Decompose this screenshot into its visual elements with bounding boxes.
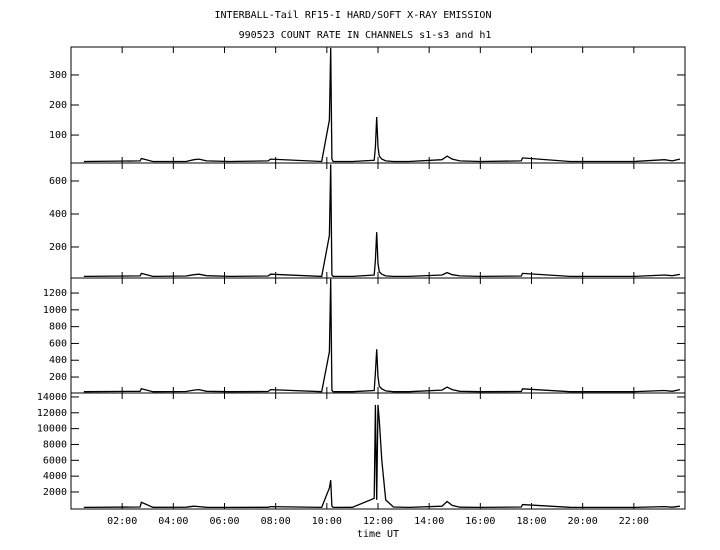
y-tick-label: 400 [49, 209, 67, 220]
x-tick-label: 18:00 [516, 516, 546, 527]
y-tick-label: 600 [49, 176, 67, 187]
y-tick-label: 6000 [43, 455, 67, 466]
y-tick-label: 200 [49, 372, 67, 383]
x-axis-label: time UT [357, 529, 399, 540]
y-tick-label: 100 [49, 130, 67, 141]
x-tick-label: 12:00 [363, 516, 393, 527]
y-tick-label: 300 [49, 70, 67, 81]
y-tick-label: 600 [49, 338, 67, 349]
chart-title: INTERBALL-Tail RF15-I HARD/SOFT X-RAY EM… [215, 10, 492, 21]
x-tick-label: 08:00 [261, 516, 291, 527]
x-tick-label: 16:00 [465, 516, 495, 527]
x-tick-label: 22:00 [619, 516, 649, 527]
data-line [83, 278, 681, 393]
y-tick-label: 400 [49, 355, 67, 366]
chart-subtitle: 990523 COUNT RATE IN CHANNELS s1-s3 and … [239, 30, 492, 41]
y-tick-label: 12000 [37, 408, 67, 419]
y-tick-label: 1200 [43, 288, 67, 299]
y-tick-label: 10000 [37, 424, 67, 435]
y-tick-label: 8000 [43, 439, 67, 450]
y-tick-label: 2000 [43, 487, 67, 498]
y-tick-label: 1000 [43, 305, 67, 316]
data-line [83, 47, 681, 163]
x-tick-label: 04:00 [158, 516, 188, 527]
x-tick-label: 10:00 [312, 516, 342, 527]
y-tick-label: 14000 [37, 392, 67, 403]
y-tick-label: 200 [49, 100, 67, 111]
x-tick-label: 14:00 [414, 516, 444, 527]
y-tick-label: 800 [49, 322, 67, 333]
data-line [83, 404, 680, 509]
x-tick-label: 06:00 [209, 516, 239, 527]
x-tick-label: 20:00 [568, 516, 598, 527]
y-tick-label: 200 [49, 242, 67, 253]
data-line [83, 164, 681, 278]
y-tick-label: 4000 [43, 471, 67, 482]
x-tick-label: 02:00 [107, 516, 137, 527]
